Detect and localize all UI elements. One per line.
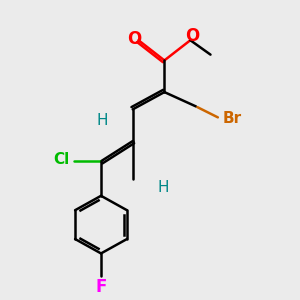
Text: Br: Br [223, 110, 242, 125]
Text: O: O [127, 30, 141, 48]
Text: Cl: Cl [54, 152, 70, 167]
Text: F: F [95, 278, 107, 296]
Text: H: H [97, 113, 108, 128]
Text: O: O [184, 27, 199, 45]
Text: H: H [157, 180, 169, 195]
